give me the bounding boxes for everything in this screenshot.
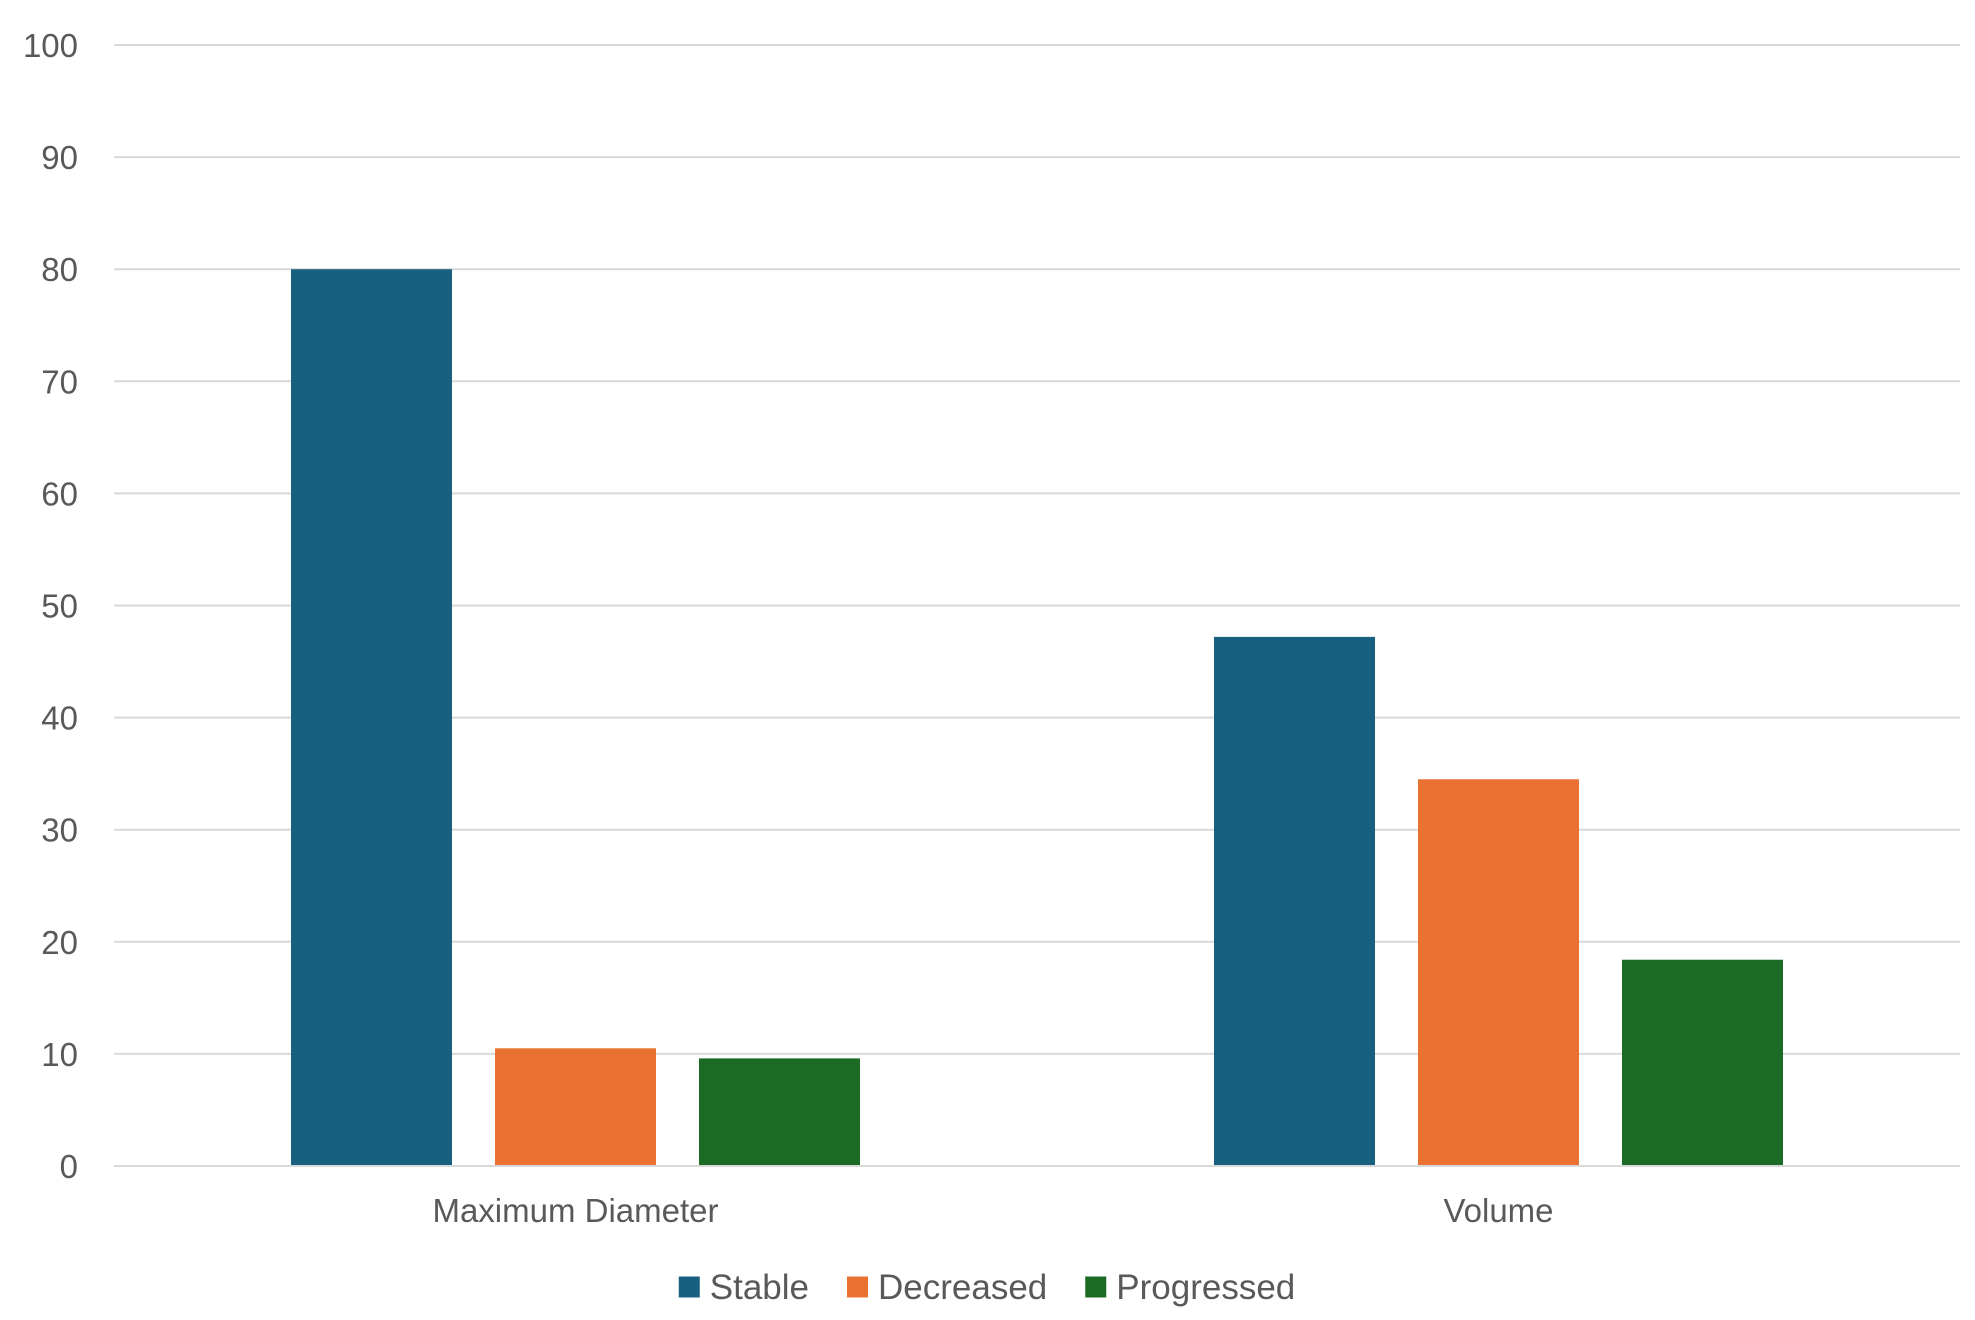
bar-stable-maximum-diameter (291, 269, 452, 1166)
bar-decreased-volume (1418, 779, 1579, 1166)
y-tick-label: 60 (41, 475, 78, 512)
y-tick-label: 90 (41, 139, 78, 176)
bars (291, 269, 1783, 1166)
bar-progressed-volume (1622, 959, 1783, 1166)
legend-label-progressed: Progressed (1116, 1268, 1295, 1307)
x-axis: Maximum Diameter Volume (114, 1165, 1960, 1229)
bar-progressed-maximum-diameter (699, 1058, 860, 1166)
y-tick-label: 100 (23, 27, 78, 64)
y-tick-label: 80 (41, 251, 78, 288)
legend-swatch-decreased (847, 1276, 868, 1298)
x-category-label: Maximum Diameter (432, 1192, 718, 1229)
legend-label-stable: Stable (710, 1268, 809, 1307)
legend-swatch-stable (678, 1276, 700, 1298)
y-axis-tick-labels: 0 10 20 30 40 50 60 70 80 90 100 (23, 27, 78, 1185)
y-tick-label: 10 (41, 1036, 78, 1073)
y-tick-label: 40 (41, 700, 78, 737)
y-tick-label: 70 (41, 363, 78, 400)
x-category-label: Volume (1443, 1192, 1553, 1229)
bar-decreased-maximum-diameter (495, 1048, 656, 1166)
y-tick-label: 30 (41, 812, 78, 849)
legend-label-decreased: Decreased (878, 1268, 1047, 1307)
y-tick-label: 20 (41, 924, 78, 961)
y-tick-label: 0 (60, 1148, 78, 1185)
y-tick-label: 50 (41, 588, 78, 625)
legend: Stable Decreased Progressed (678, 1268, 1295, 1307)
legend-swatch-progressed (1085, 1276, 1107, 1298)
bar-stable-volume (1214, 636, 1375, 1166)
